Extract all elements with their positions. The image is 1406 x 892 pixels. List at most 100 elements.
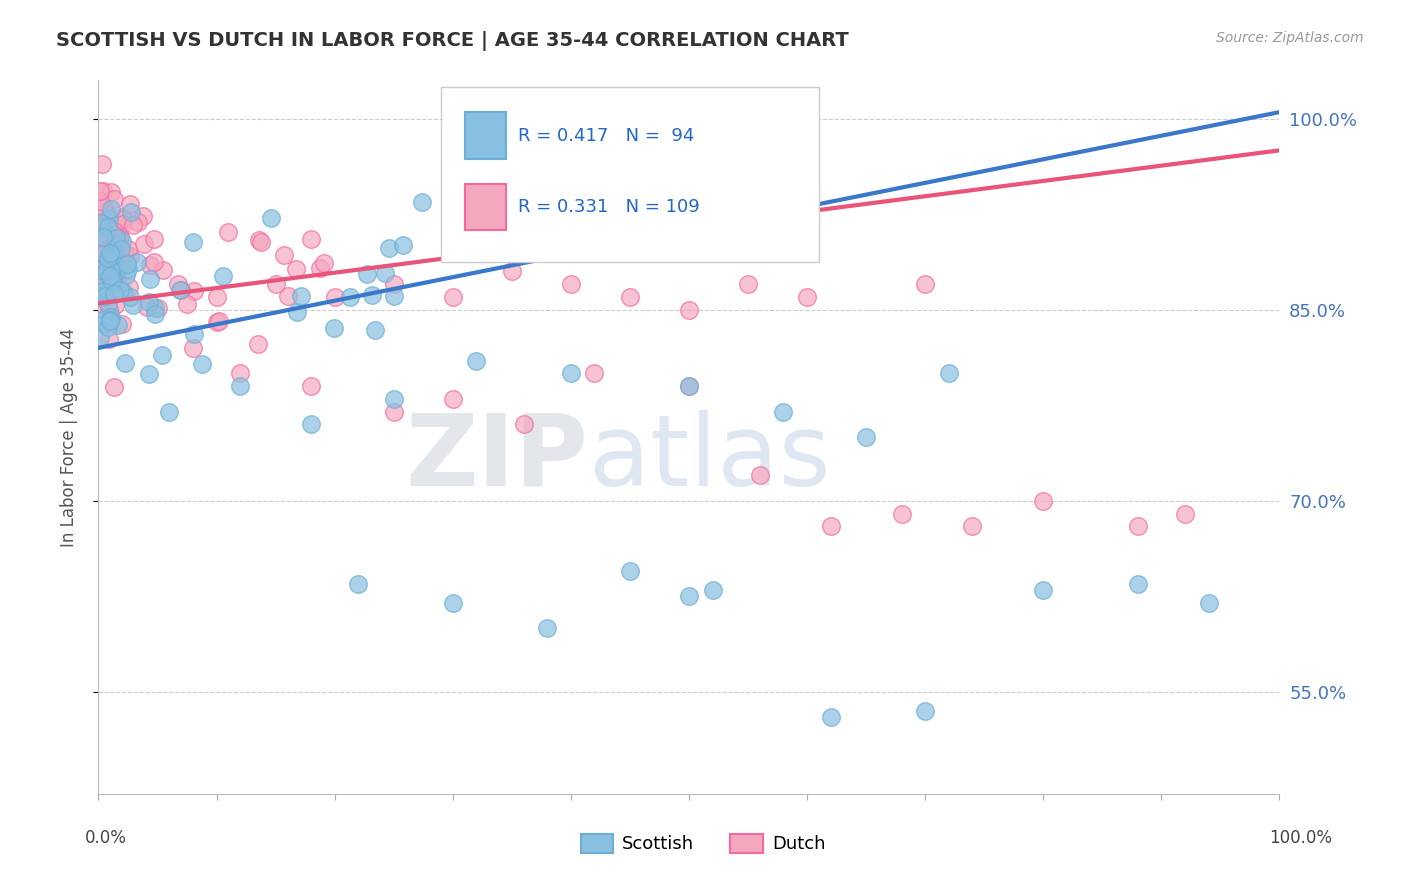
Point (94, 289, 117, 303)
Point (299, 417, 322, 432)
Point (127, 254, 149, 268)
Point (112, 244, 135, 259)
Point (105, 244, 128, 258)
Text: 100.0%: 100.0% (1270, 829, 1331, 847)
Point (101, 274, 124, 288)
Point (411, 194, 433, 209)
Point (157, 404, 180, 418)
Point (96, 205, 118, 219)
Point (914, 704, 936, 718)
Point (94, 227, 117, 241)
Point (138, 294, 160, 309)
Point (97, 219, 120, 234)
Point (1032, 582, 1054, 597)
Point (104, 298, 127, 312)
Point (183, 327, 205, 342)
Point (299, 232, 322, 246)
Point (96, 263, 118, 277)
Point (97, 297, 120, 311)
Point (91, 252, 114, 266)
Point (89, 194, 111, 209)
Point (176, 296, 198, 310)
Point (101, 248, 124, 262)
Point (98, 332, 121, 346)
Point (114, 356, 136, 370)
Point (138, 367, 160, 381)
Point (91, 184, 114, 198)
Point (339, 290, 361, 304)
Point (117, 242, 139, 256)
Point (97, 211, 120, 226)
Point (118, 197, 141, 211)
Point (114, 268, 136, 283)
Point (118, 249, 141, 263)
Point (229, 367, 252, 381)
Point (104, 266, 127, 280)
Point (166, 277, 188, 291)
FancyBboxPatch shape (464, 184, 506, 230)
Point (247, 233, 270, 247)
Point (392, 238, 415, 252)
Point (143, 307, 166, 321)
Point (382, 392, 405, 406)
Point (104, 248, 127, 262)
Point (150, 348, 173, 362)
Point (93, 231, 115, 245)
Point (103, 252, 125, 267)
Point (93, 259, 115, 273)
Point (212, 268, 235, 283)
Point (97, 302, 120, 317)
Point (678, 379, 700, 393)
Point (465, 353, 488, 368)
Point (1126, 519, 1149, 533)
Point (323, 290, 346, 304)
Point (103, 242, 125, 256)
Point (100, 312, 122, 326)
Text: R = 0.417   N =  94: R = 0.417 N = 94 (517, 127, 695, 145)
Point (855, 430, 877, 444)
Point (702, 582, 724, 597)
Point (183, 235, 205, 250)
Point (820, 710, 842, 724)
Point (105, 264, 128, 278)
Text: atlas: atlas (589, 410, 830, 507)
Point (136, 300, 159, 314)
Point (360, 287, 382, 301)
Point (118, 290, 141, 304)
Point (737, 277, 759, 292)
Point (98, 246, 121, 260)
Point (97, 244, 120, 258)
Point (560, 367, 582, 381)
Point (890, 507, 912, 521)
Point (678, 379, 700, 393)
Point (112, 211, 135, 226)
Point (89, 330, 111, 344)
Point (246, 336, 269, 351)
Point (323, 321, 346, 335)
Point (170, 283, 193, 297)
Point (748, 468, 770, 483)
Point (560, 277, 582, 292)
Point (91, 219, 114, 234)
Point (100, 202, 122, 217)
Point (264, 277, 287, 292)
Point (100, 236, 122, 251)
Point (1174, 507, 1197, 521)
Point (91, 297, 114, 311)
Point (90, 216, 112, 230)
Point (110, 243, 132, 257)
Point (260, 211, 283, 226)
Point (122, 298, 145, 312)
Point (1126, 576, 1149, 591)
Point (441, 596, 464, 610)
Point (96, 211, 118, 226)
Point (143, 301, 166, 316)
Point (93, 201, 115, 215)
Point (619, 290, 641, 304)
Point (110, 229, 132, 244)
Point (108, 242, 131, 256)
Text: 0.0%: 0.0% (84, 829, 127, 847)
Point (772, 404, 794, 418)
Point (374, 267, 396, 281)
Point (796, 290, 818, 304)
